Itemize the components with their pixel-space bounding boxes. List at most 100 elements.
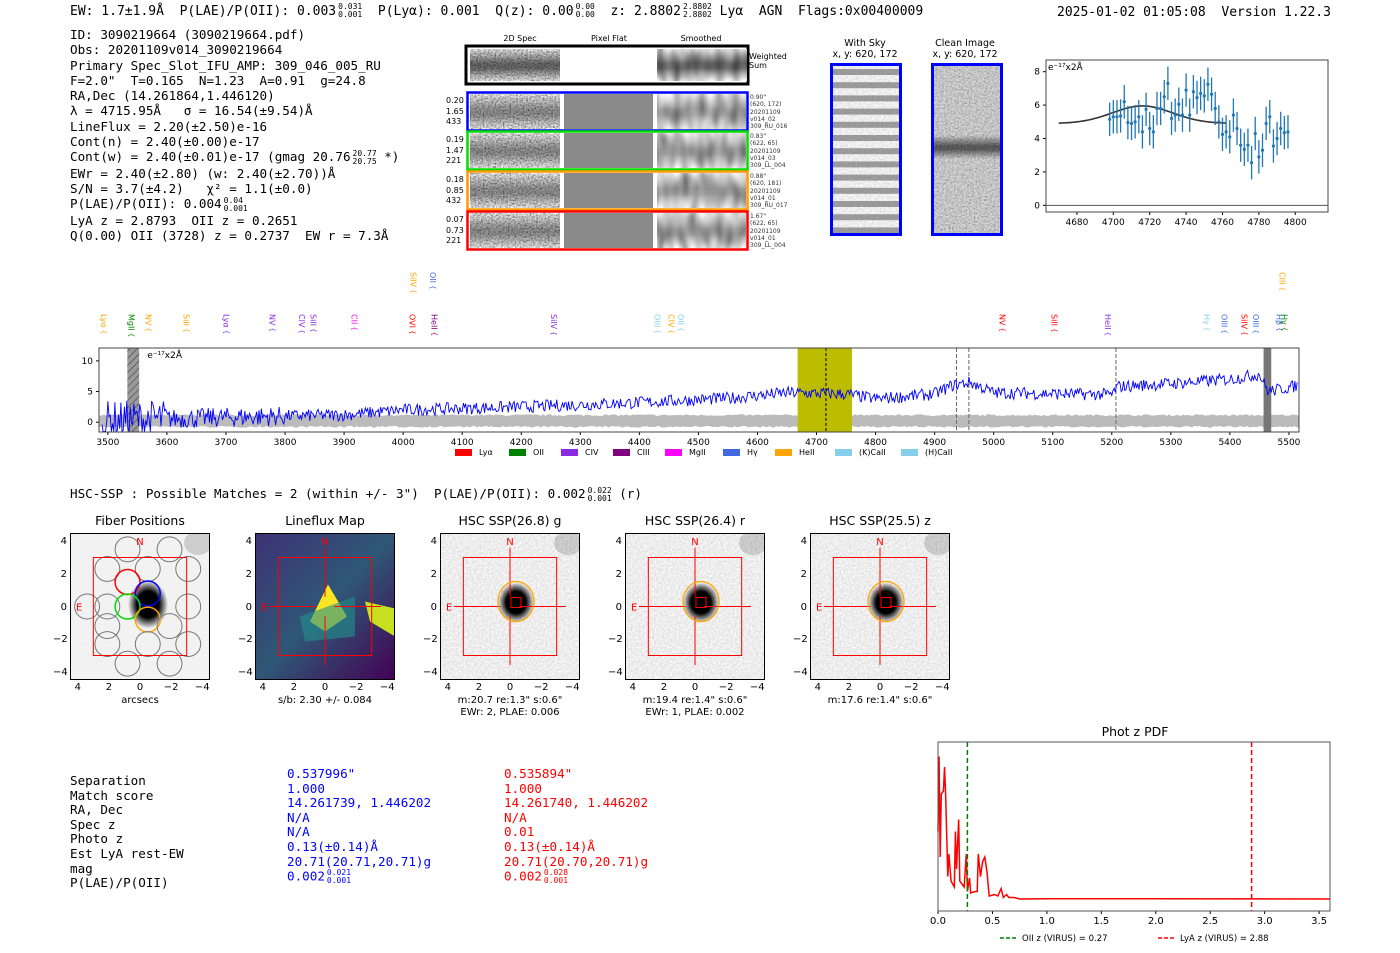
match-value-text: 14.261739, 1.446202 [287, 795, 432, 811]
match-value: 1.000 [504, 781, 648, 797]
match-value-text: 0.535894" [504, 766, 573, 781]
data-point [1286, 115, 1290, 149]
y-tick-label: 0 [87, 418, 93, 428]
data-point [1126, 105, 1130, 140]
match-value-text: 20.71(20.71,20.71)g [287, 853, 432, 869]
fiber-circle [74, 593, 101, 620]
row-meta-line: v014_02 [750, 115, 776, 123]
x-tick-label: 3.0 [1257, 916, 1273, 927]
data-point [1224, 115, 1228, 149]
ew-value: EW: 1.7±1.9Å [70, 3, 164, 19]
data-point [1246, 128, 1250, 162]
spec2d-row [466, 170, 749, 211]
line-bracket: { [1104, 332, 1112, 336]
cutout-hsc: NE [440, 533, 580, 680]
line-bracket: { [268, 327, 276, 331]
info-line: Cont(n) = 2.40(±0.00)e-17 [70, 134, 260, 150]
pdf-line [937, 756, 1331, 900]
line-bracket: { [1280, 327, 1288, 331]
cutout-frame [625, 533, 765, 680]
cutout-hsc: NE [810, 533, 950, 680]
line-label: SiIV [1240, 314, 1249, 330]
source-ellipse [867, 580, 905, 623]
match-value: 0.01 [504, 825, 648, 840]
clean-image [931, 63, 1003, 236]
match-value-text: 0.13(±0.14)Å [287, 838, 378, 854]
x-tick-label: 5200 [1100, 438, 1123, 448]
data-point [1162, 80, 1166, 114]
data-point [1173, 98, 1177, 132]
cutout-lineflux: NE [255, 533, 395, 680]
match-row-label: Separation [70, 773, 146, 788]
info-plae-lo: 0.001 [223, 203, 248, 213]
data-point [1115, 100, 1119, 134]
line-bracket: { [1220, 329, 1228, 333]
x-tick-label: 4800 [864, 438, 887, 448]
info-line: ID: 3090219664 (3090219664.pdf) [70, 27, 306, 42]
info-q: Q(0.00) OII (3728) z = 0.2737 EW r = 7.3… [70, 228, 389, 244]
match-labels: Separation Match score RA, Dec Spec z Photo … [70, 773, 184, 891]
y-tick-label: 0 [615, 601, 622, 613]
qz-hi: 0.00 [575, 2, 595, 11]
y-tick-label: −2 [608, 634, 623, 646]
source-ellipse [497, 580, 535, 623]
x-tick-label: 0 [321, 682, 329, 693]
cutout-caption: s/b: 2.30 +/- 0.084 [277, 695, 373, 706]
data-point [1235, 111, 1239, 146]
row-meta: 0.90" (620, 172) 20201109 v014_02 309_RU_016 [750, 94, 787, 130]
data-point [1144, 92, 1148, 126]
fiber-circle [134, 631, 161, 658]
z-line: Lyα [719, 3, 744, 19]
match-value-text: 0.01 [504, 824, 535, 840]
z-lo: 2.8802 [682, 10, 712, 19]
line-label: NV [144, 314, 153, 326]
match-value: N/A [287, 825, 431, 840]
x-tick-label: 0 [506, 682, 514, 693]
line-label: SiIV [409, 272, 418, 288]
legend-swatch [561, 449, 578, 456]
plae-hi: 0.031 [338, 2, 363, 11]
y-tick-label: 6 [1034, 101, 1040, 111]
row-stats: 0.07 0.73 221 [446, 215, 464, 247]
y-tick-label: 0 [1034, 201, 1040, 211]
x-tick-label: 0.0 [930, 916, 946, 927]
data-point [1199, 76, 1203, 111]
north-label: N [691, 537, 698, 548]
spec2d-row [466, 210, 749, 251]
source-ellipse [682, 580, 720, 623]
line-label: SiIV [549, 314, 558, 330]
data-point [1239, 128, 1243, 162]
fiber-circle [134, 580, 161, 607]
row-stat: 1.65 [446, 106, 464, 116]
y-tick-label: 0 [60, 601, 67, 613]
row-meta-line: v014_01 [750, 234, 776, 242]
data-point [1228, 120, 1232, 154]
data-point [1188, 98, 1192, 132]
photz-frame [937, 741, 1331, 912]
data-point [1195, 80, 1199, 115]
data-point [1257, 140, 1261, 174]
x-tick-label: −4 [934, 682, 950, 693]
info-line: LineFlux = 2.20(±2.50)e-16 [70, 118, 268, 134]
x-tick-label: 5000 [982, 438, 1005, 448]
line-label: CIV [667, 314, 676, 328]
data-point [1155, 91, 1159, 126]
info-line: F=2.0" T=0.165 N=1.23 A=0.91 g=24.8 [70, 72, 366, 88]
legend-item: Lyα [455, 448, 493, 457]
match-row-label: mag [70, 860, 93, 876]
full-spectrum-chart: 3500 3600 3700 3800 3900 4000 4100 4200 4300 4400… [82, 272, 1301, 448]
east-label: E [76, 603, 82, 614]
east-label: E [446, 603, 452, 614]
legend-swatch [509, 449, 526, 456]
match-blue: 0.537996" 1.000 14.261739, 1.446202 N/A N/A 0… [287, 766, 432, 885]
legend-swatch [613, 449, 630, 456]
match-marker [510, 597, 522, 608]
legend-label: Hγ [747, 448, 758, 457]
line-bracket: { [100, 330, 108, 334]
x-tick-label: 0 [136, 682, 144, 693]
y-tick-label: −2 [53, 634, 68, 646]
legend-label: (K)CaII [859, 448, 886, 457]
line-label: Hβ [1274, 314, 1283, 325]
legend-item: MgII [665, 448, 706, 457]
row-meta-line: 309_LL_004 [750, 162, 786, 170]
